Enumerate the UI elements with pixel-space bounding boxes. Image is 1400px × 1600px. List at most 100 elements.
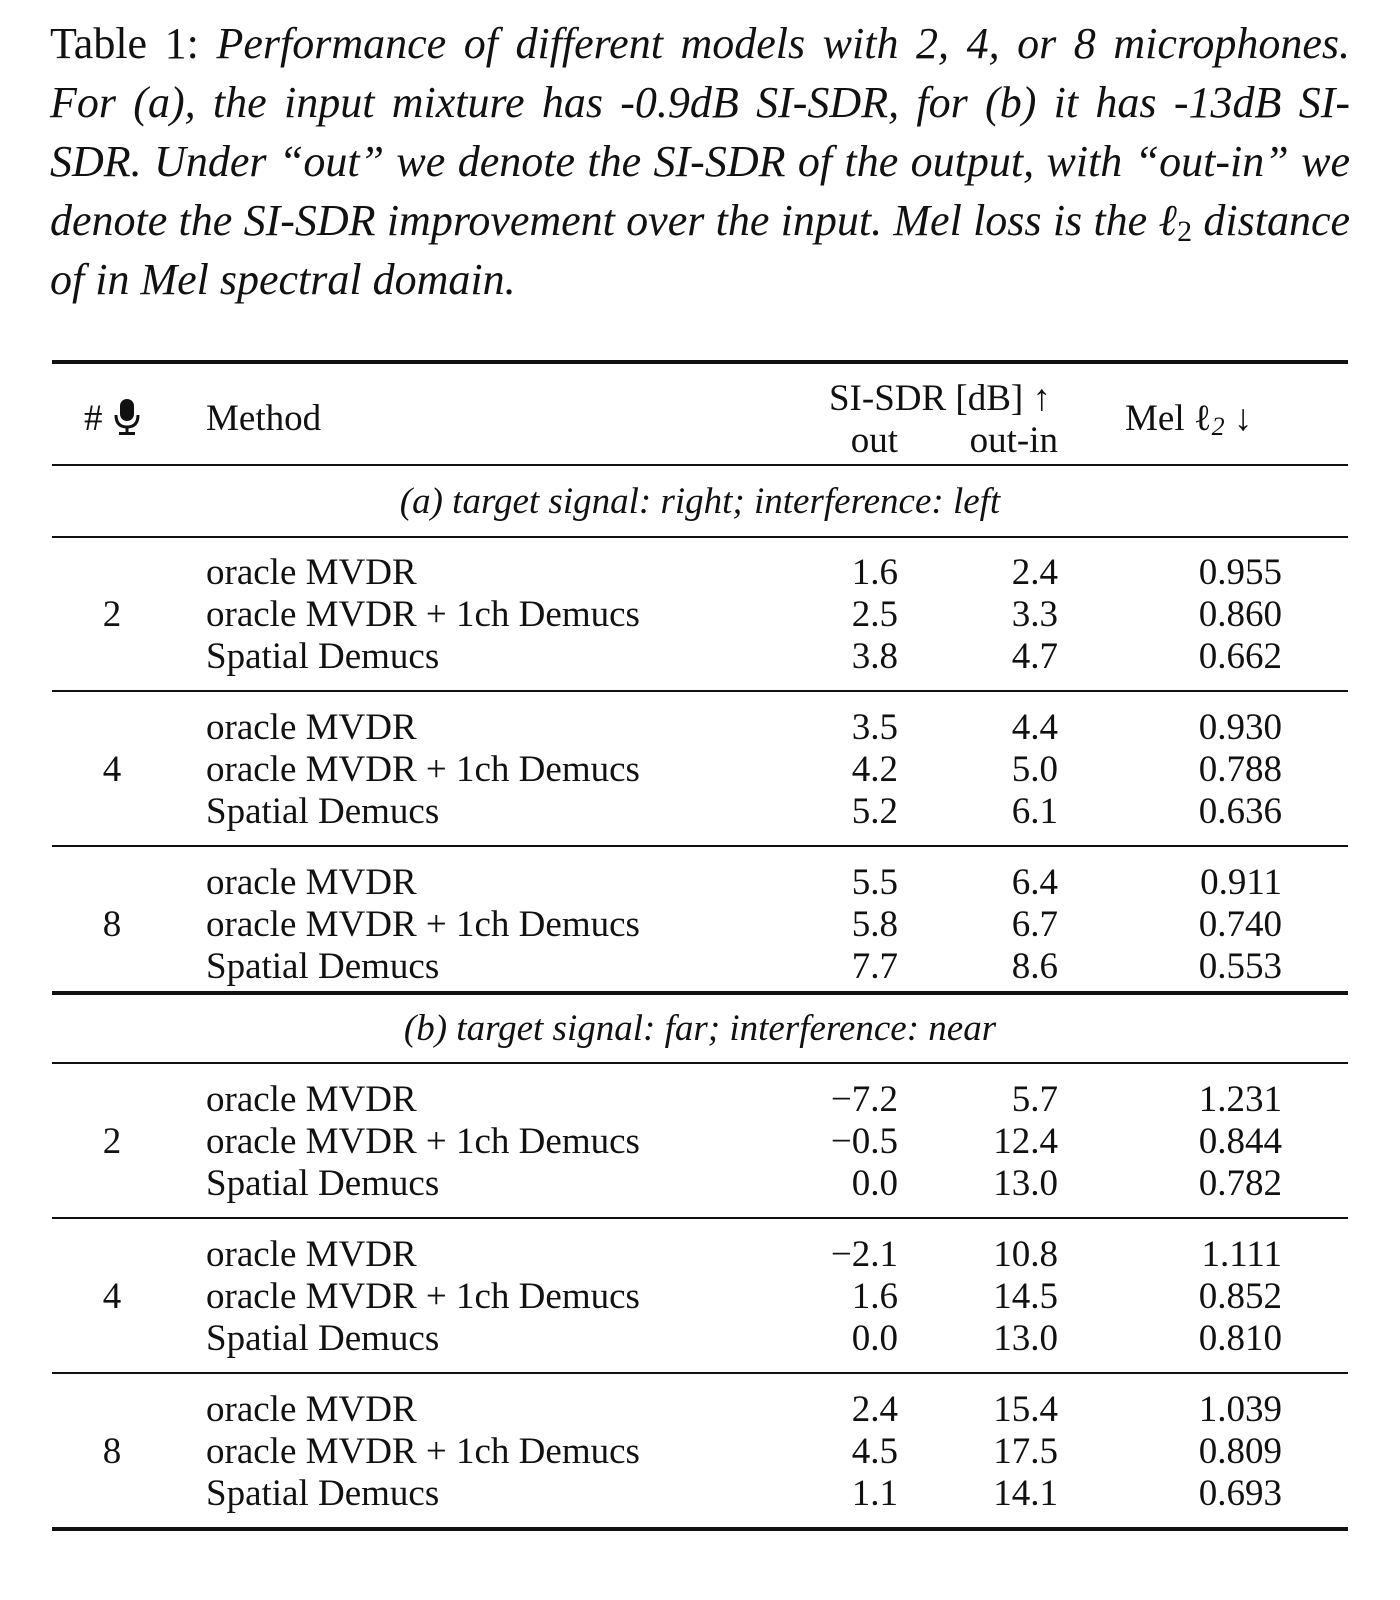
header-method: Method: [206, 398, 322, 439]
header-mics-label: #: [84, 398, 103, 439]
out-in-cell: 14.5: [993, 1276, 1058, 1317]
out-in-cell: 12.4: [993, 1121, 1058, 1162]
header-mel-label: Mel ℓ: [1125, 398, 1212, 439]
mel-cell: 0.553: [1198, 946, 1282, 987]
mel-cell: 0.740: [1198, 904, 1282, 945]
out-cell: 1.1: [851, 1473, 898, 1514]
group-mics: 2: [102, 594, 122, 635]
header-mics: #: [84, 398, 140, 440]
microphone-icon: [114, 399, 140, 435]
out-in-cell: 10.8: [993, 1234, 1058, 1275]
method-cell: Spatial Demucs: [206, 1473, 440, 1514]
method-cell: oracle MVDR + 1ch Demucs: [206, 1276, 640, 1317]
out-cell: 5.2: [851, 791, 898, 832]
group-rule: [52, 1372, 1348, 1374]
caption-label: Table 1:: [50, 19, 199, 68]
group-rule: [52, 1217, 1348, 1219]
out-cell: 3.5: [851, 707, 898, 748]
out-cell: 3.8: [851, 636, 898, 677]
mel-cell: 0.844: [1198, 1121, 1282, 1162]
out-in-cell: 4.7: [1011, 636, 1058, 677]
caption-text-after: distance of in Mel spectral domain.: [50, 196, 1351, 304]
mel-cell: 1.111: [1201, 1234, 1282, 1275]
group-mics: 2: [102, 1121, 122, 1162]
method-cell: oracle MVDR: [206, 1389, 417, 1430]
mel-cell: 1.231: [1198, 1079, 1282, 1120]
out-in-cell: 6.4: [1011, 862, 1058, 903]
out-in-cell: 2.4: [1011, 552, 1058, 593]
group-mics: 8: [102, 1431, 122, 1472]
out-cell: −2.1: [830, 1234, 898, 1275]
out-in-cell: 6.7: [1011, 904, 1058, 945]
group-rule: [52, 690, 1348, 692]
caption-text-before: Performance of different models with 2, …: [50, 19, 1351, 245]
section-rule: [52, 536, 1348, 538]
out-cell: 5.8: [851, 904, 898, 945]
header-mel-arrow: ↓: [1233, 398, 1253, 439]
out-in-cell: 13.0: [993, 1163, 1058, 1204]
mel-cell: 0.810: [1198, 1318, 1282, 1359]
method-cell: oracle MVDR: [206, 552, 417, 593]
method-cell: Spatial Demucs: [206, 1163, 440, 1204]
method-cell: oracle MVDR + 1ch Demucs: [206, 594, 640, 635]
method-cell: Spatial Demucs: [206, 1318, 440, 1359]
out-cell: 4.5: [851, 1431, 898, 1472]
mel-cell: 0.930: [1198, 707, 1282, 748]
method-cell: oracle MVDR: [206, 862, 417, 903]
out-cell: 7.7: [851, 946, 898, 987]
out-cell: 1.6: [851, 552, 898, 593]
caption-ell: ℓ: [1158, 196, 1178, 245]
mel-cell: 0.636: [1198, 791, 1282, 832]
method-cell: oracle MVDR: [206, 707, 417, 748]
mel-cell: 0.693: [1198, 1473, 1282, 1514]
section-title: (a) target signal: right; interference: …: [399, 481, 1001, 522]
out-in-cell: 4.4: [1011, 707, 1058, 748]
header-out-in: out-in: [969, 420, 1058, 461]
method-cell: oracle MVDR + 1ch Demucs: [206, 1431, 640, 1472]
group-mics: 8: [102, 904, 122, 945]
out-in-cell: 5.7: [1011, 1079, 1058, 1120]
out-cell: 2.5: [851, 594, 898, 635]
out-cell: 5.5: [851, 862, 898, 903]
out-in-cell: 14.1: [993, 1473, 1058, 1514]
method-cell: Spatial Demucs: [206, 791, 440, 832]
caption-text: Performance of different models with 2, …: [50, 19, 1350, 304]
out-cell: 0.0: [851, 1163, 898, 1204]
header-mel-sub: 2: [1211, 412, 1225, 441]
out-cell: 1.6: [851, 1276, 898, 1317]
method-cell: oracle MVDR + 1ch Demucs: [206, 1121, 640, 1162]
mel-cell: 0.788: [1198, 749, 1282, 790]
out-cell: 0.0: [851, 1318, 898, 1359]
group-mics: 4: [102, 1276, 122, 1317]
out-in-cell: 3.3: [1011, 594, 1058, 635]
method-cell: Spatial Demucs: [206, 946, 440, 987]
out-in-cell: 8.6: [1011, 946, 1058, 987]
section-title: (b) target signal: far; interference: ne…: [403, 1008, 997, 1049]
mel-cell: 0.911: [1200, 862, 1282, 903]
header-out: out: [850, 420, 898, 461]
method-cell: oracle MVDR + 1ch Demucs: [206, 749, 640, 790]
group-rule: [52, 845, 1348, 847]
out-in-cell: 6.1: [1011, 791, 1058, 832]
bottom-rule: [52, 1527, 1348, 1531]
method-cell: Spatial Demucs: [206, 636, 440, 677]
table-caption: Table 1: Performance of different models…: [50, 14, 1350, 309]
mel-cell: 0.955: [1198, 552, 1282, 593]
mel-cell: 0.852: [1198, 1276, 1282, 1317]
section-divider-rule: [52, 991, 1348, 995]
header-sisdr: SI-SDR [dB] ↑: [828, 378, 1052, 419]
mel-cell: 0.809: [1198, 1431, 1282, 1472]
group-mics: 4: [102, 749, 122, 790]
out-cell: 4.2: [851, 749, 898, 790]
out-in-cell: 17.5: [993, 1431, 1058, 1472]
method-cell: oracle MVDR: [206, 1079, 417, 1120]
out-cell: −7.2: [830, 1079, 898, 1120]
header-mel: Mel ℓ2 ↓: [1125, 398, 1252, 440]
out-in-cell: 13.0: [993, 1318, 1058, 1359]
mel-cell: 0.662: [1198, 636, 1282, 677]
method-cell: oracle MVDR + 1ch Demucs: [206, 904, 640, 945]
mel-cell: 1.039: [1198, 1389, 1282, 1430]
out-in-cell: 15.4: [993, 1389, 1058, 1430]
section-rule: [52, 1062, 1348, 1064]
mel-cell: 0.860: [1198, 594, 1282, 635]
